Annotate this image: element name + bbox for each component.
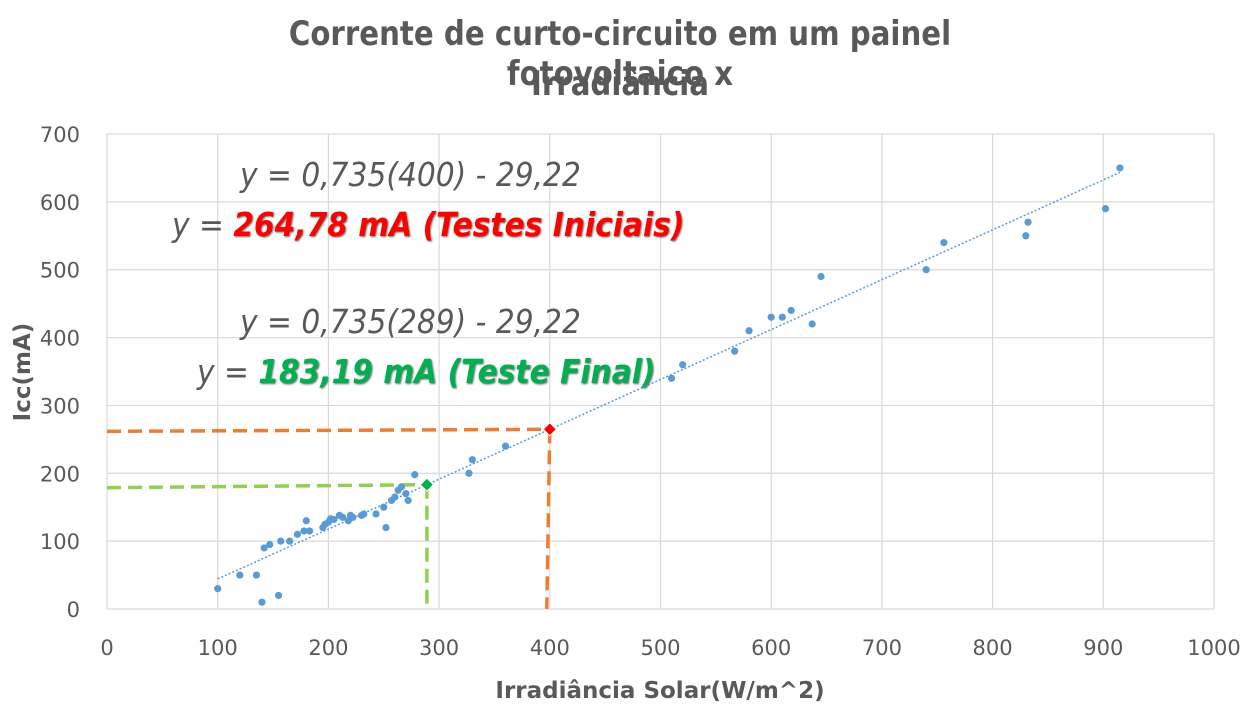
data-point — [286, 537, 294, 545]
data-point — [465, 469, 473, 477]
x-tick-label: 1000 — [1187, 636, 1240, 660]
x-tick-label: 400 — [530, 636, 570, 660]
data-point — [468, 456, 476, 464]
grid-lines — [106, 133, 1215, 610]
marker-teste-final — [419, 477, 435, 492]
y-tick-labels: 0 100 200 300 400 500 600 700 — [40, 123, 80, 622]
data-point — [404, 496, 412, 505]
data-point — [501, 442, 510, 450]
annotation-final-equation: y = 0,735(289) - 29,22 — [240, 302, 581, 341]
data-point — [252, 571, 261, 579]
x-tick-label: 700 — [862, 636, 902, 660]
annotation-final-result: y = 183,19 mA (Teste Final) — [197, 352, 655, 391]
data-point — [778, 313, 786, 321]
y-tick-label: 300 — [40, 394, 80, 418]
data-point — [731, 347, 739, 355]
annotation-initial-value: 264,78 mA (Testes Iniciais) — [233, 205, 685, 244]
x-axis-label: Irradiância Solar(W/m^2) — [495, 678, 824, 704]
data-point — [922, 266, 930, 274]
annotation-final-prefix: y = — [197, 352, 259, 391]
data-point — [1116, 164, 1124, 172]
y-tick-label: 700 — [40, 123, 80, 147]
data-point — [1024, 218, 1032, 226]
y-tick-label: 500 — [40, 259, 80, 283]
data-point — [402, 490, 410, 498]
data-point — [274, 591, 283, 600]
trendline-group — [217, 171, 1121, 580]
x-tick-label: 900 — [1083, 636, 1123, 660]
data-point — [1101, 205, 1110, 213]
y-tick-label: 100 — [40, 530, 80, 554]
data-point — [330, 515, 338, 524]
annotation-initial-result: y = 264,78 mA (Testes Iniciais) — [172, 205, 684, 244]
trendline — [217, 171, 1121, 580]
data-point — [667, 374, 676, 382]
x-tick-label: 100 — [198, 636, 238, 660]
x-tick-label: 500 — [640, 636, 680, 660]
data-point — [339, 513, 347, 521]
x-tick-label: 0 — [100, 636, 113, 660]
data-point — [380, 503, 388, 511]
chart-title-line-2: Irradiância — [530, 64, 710, 104]
data-point — [214, 585, 222, 593]
data-point — [349, 513, 357, 521]
x-tick-labels: 0 100 200 300 400 500 600 700 800 900 1000 — [100, 636, 1240, 660]
data-point — [258, 598, 266, 606]
x-tick-label: 300 — [419, 636, 459, 660]
data-point — [411, 471, 419, 479]
data-points — [214, 164, 1124, 606]
data-point — [360, 510, 368, 518]
annotation-initial-prefix: y = — [172, 205, 234, 244]
guide-final-horizontal — [106, 482, 427, 490]
data-point — [940, 238, 948, 247]
data-point — [745, 327, 753, 335]
marker-testes-iniciais — [542, 422, 558, 437]
annotation-initial-equation: y = 0,735(400) - 29,22 — [240, 155, 581, 194]
data-point — [397, 483, 406, 491]
highlight-markers — [419, 422, 558, 492]
x-tick-label: 200 — [308, 636, 348, 660]
x-tick-label: 600 — [751, 636, 791, 660]
annotation-final-value: 183,19 mA (Teste Final) — [258, 352, 656, 391]
data-point — [236, 571, 244, 579]
data-point — [767, 313, 775, 321]
guide-initial-vertical — [545, 429, 552, 610]
data-point — [302, 517, 310, 525]
data-point — [293, 530, 302, 538]
data-point — [382, 523, 390, 532]
data-point — [1022, 232, 1030, 240]
data-point — [817, 272, 825, 281]
y-tick-label: 600 — [40, 191, 80, 215]
data-point — [372, 510, 380, 518]
data-point — [808, 320, 816, 328]
data-point — [787, 306, 795, 315]
x-tick-label: 800 — [973, 636, 1013, 660]
y-tick-label: 200 — [40, 462, 80, 486]
y-tick-label: 400 — [40, 327, 80, 351]
data-point — [260, 544, 268, 552]
chart-title-line-1: Corrente de curto-circuito em um painel … — [288, 14, 952, 94]
data-point — [679, 361, 687, 369]
data-point — [305, 527, 314, 535]
data-point — [300, 527, 308, 535]
guide-lines — [106, 427, 552, 610]
data-point — [277, 537, 285, 545]
y-axis-label: Icc(mA) — [10, 323, 36, 422]
data-point — [391, 493, 399, 501]
data-point — [266, 540, 274, 549]
y-tick-label: 0 — [67, 598, 80, 622]
guide-initial-horizontal — [106, 427, 550, 434]
